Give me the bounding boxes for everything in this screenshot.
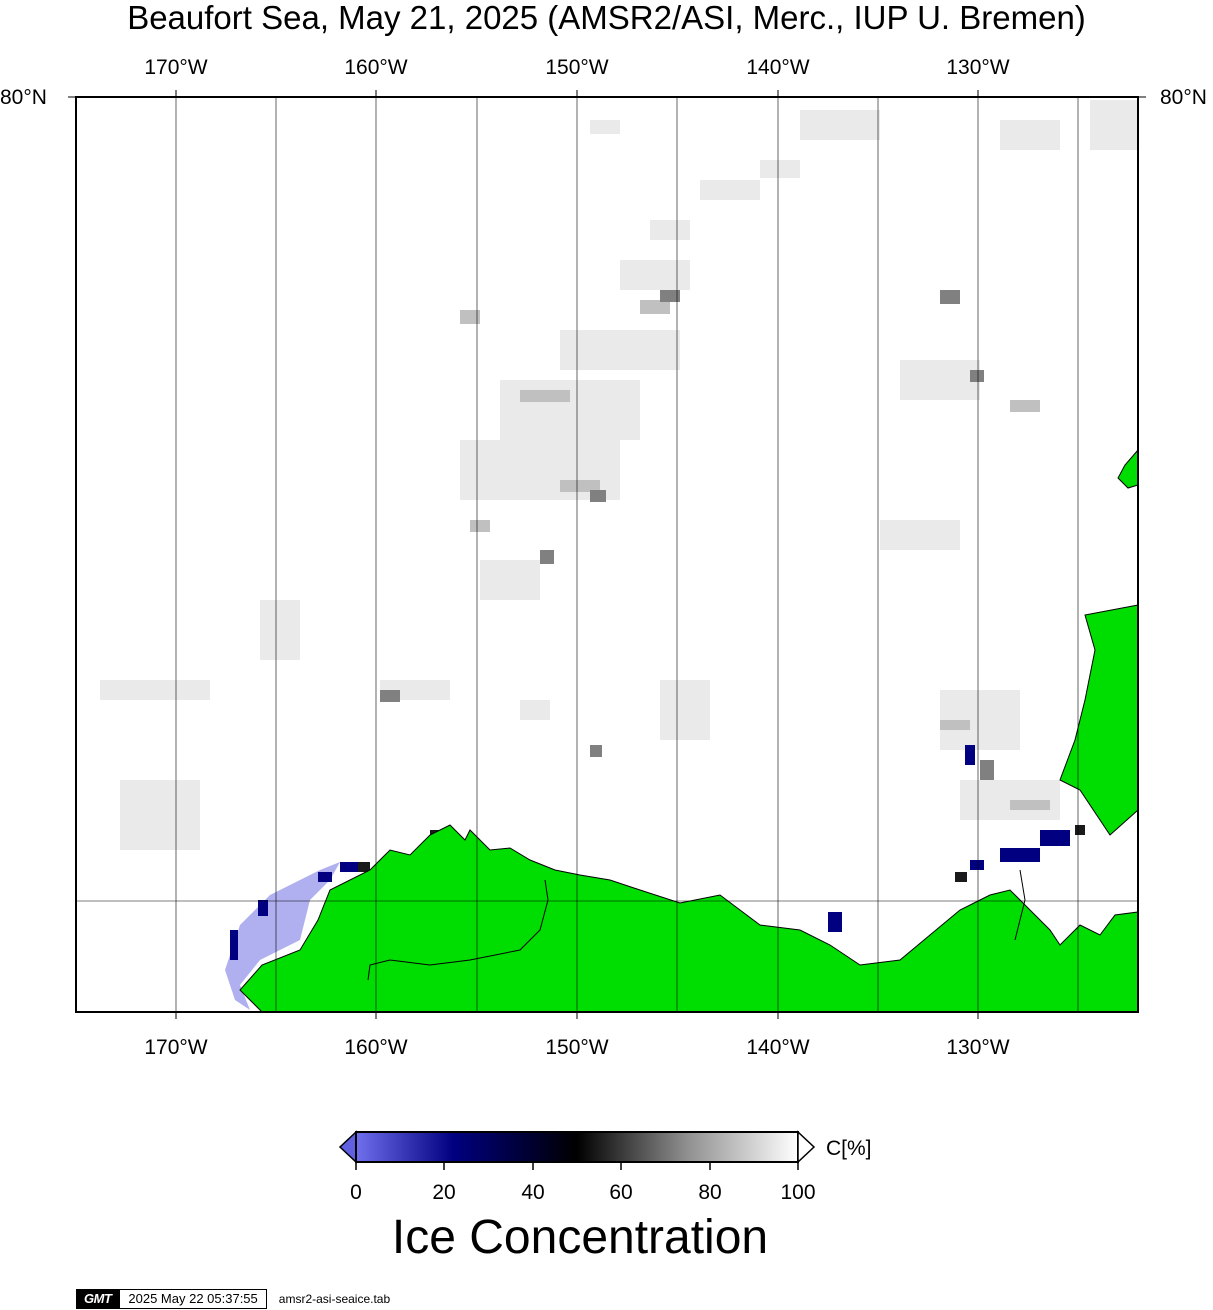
colorbar-tick-label: 40: [521, 1181, 545, 1204]
source-file: amsr2-asi-seaice.tab: [278, 1292, 391, 1306]
colorbar-title: Ice Concentration: [391, 1211, 769, 1264]
gmt-logo: GMT: [76, 1289, 120, 1309]
colorbar-tick-label: 80: [698, 1181, 722, 1204]
lon-label-bottom: 150°W: [545, 1036, 609, 1059]
lat-label-right: 80°N: [1160, 86, 1207, 109]
lon-label-top: 130°W: [946, 56, 1010, 79]
colorbar-unit: C[%]: [826, 1137, 872, 1160]
lon-label-bottom: 130°W: [946, 1036, 1010, 1059]
map-frame: [68, 90, 1146, 1019]
lon-label-top: 170°W: [144, 56, 208, 79]
graticule: [76, 97, 1138, 1012]
lon-label-bottom: 140°W: [746, 1036, 810, 1059]
footer: GMT 2025 May 22 05:37:55 amsr2-asi-seaic…: [76, 1289, 390, 1309]
colorbar-tick-label: 20: [432, 1181, 456, 1204]
lon-label-bottom: 160°W: [344, 1036, 408, 1059]
lon-label-bottom: 170°W: [144, 1036, 208, 1059]
map-title: Beaufort Sea, May 21, 2025 (AMSR2/ASI, M…: [127, 0, 1086, 36]
timestamp: 2025 May 22 05:37:55: [119, 1289, 267, 1309]
colorbar-tick-label: 100: [780, 1181, 816, 1204]
lon-label-top: 160°W: [344, 56, 408, 79]
colorbar-tick-label: 60: [609, 1181, 633, 1204]
lon-label-top: 150°W: [545, 56, 609, 79]
colorbar: [338, 1130, 816, 1170]
land: [239, 448, 1139, 1013]
ice-concentration-field: [80, 100, 1138, 1012]
lat-label-left: 80°N: [0, 86, 47, 109]
colorbar-tick-label: 0: [350, 1181, 362, 1204]
lon-label-top: 140°W: [746, 56, 810, 79]
